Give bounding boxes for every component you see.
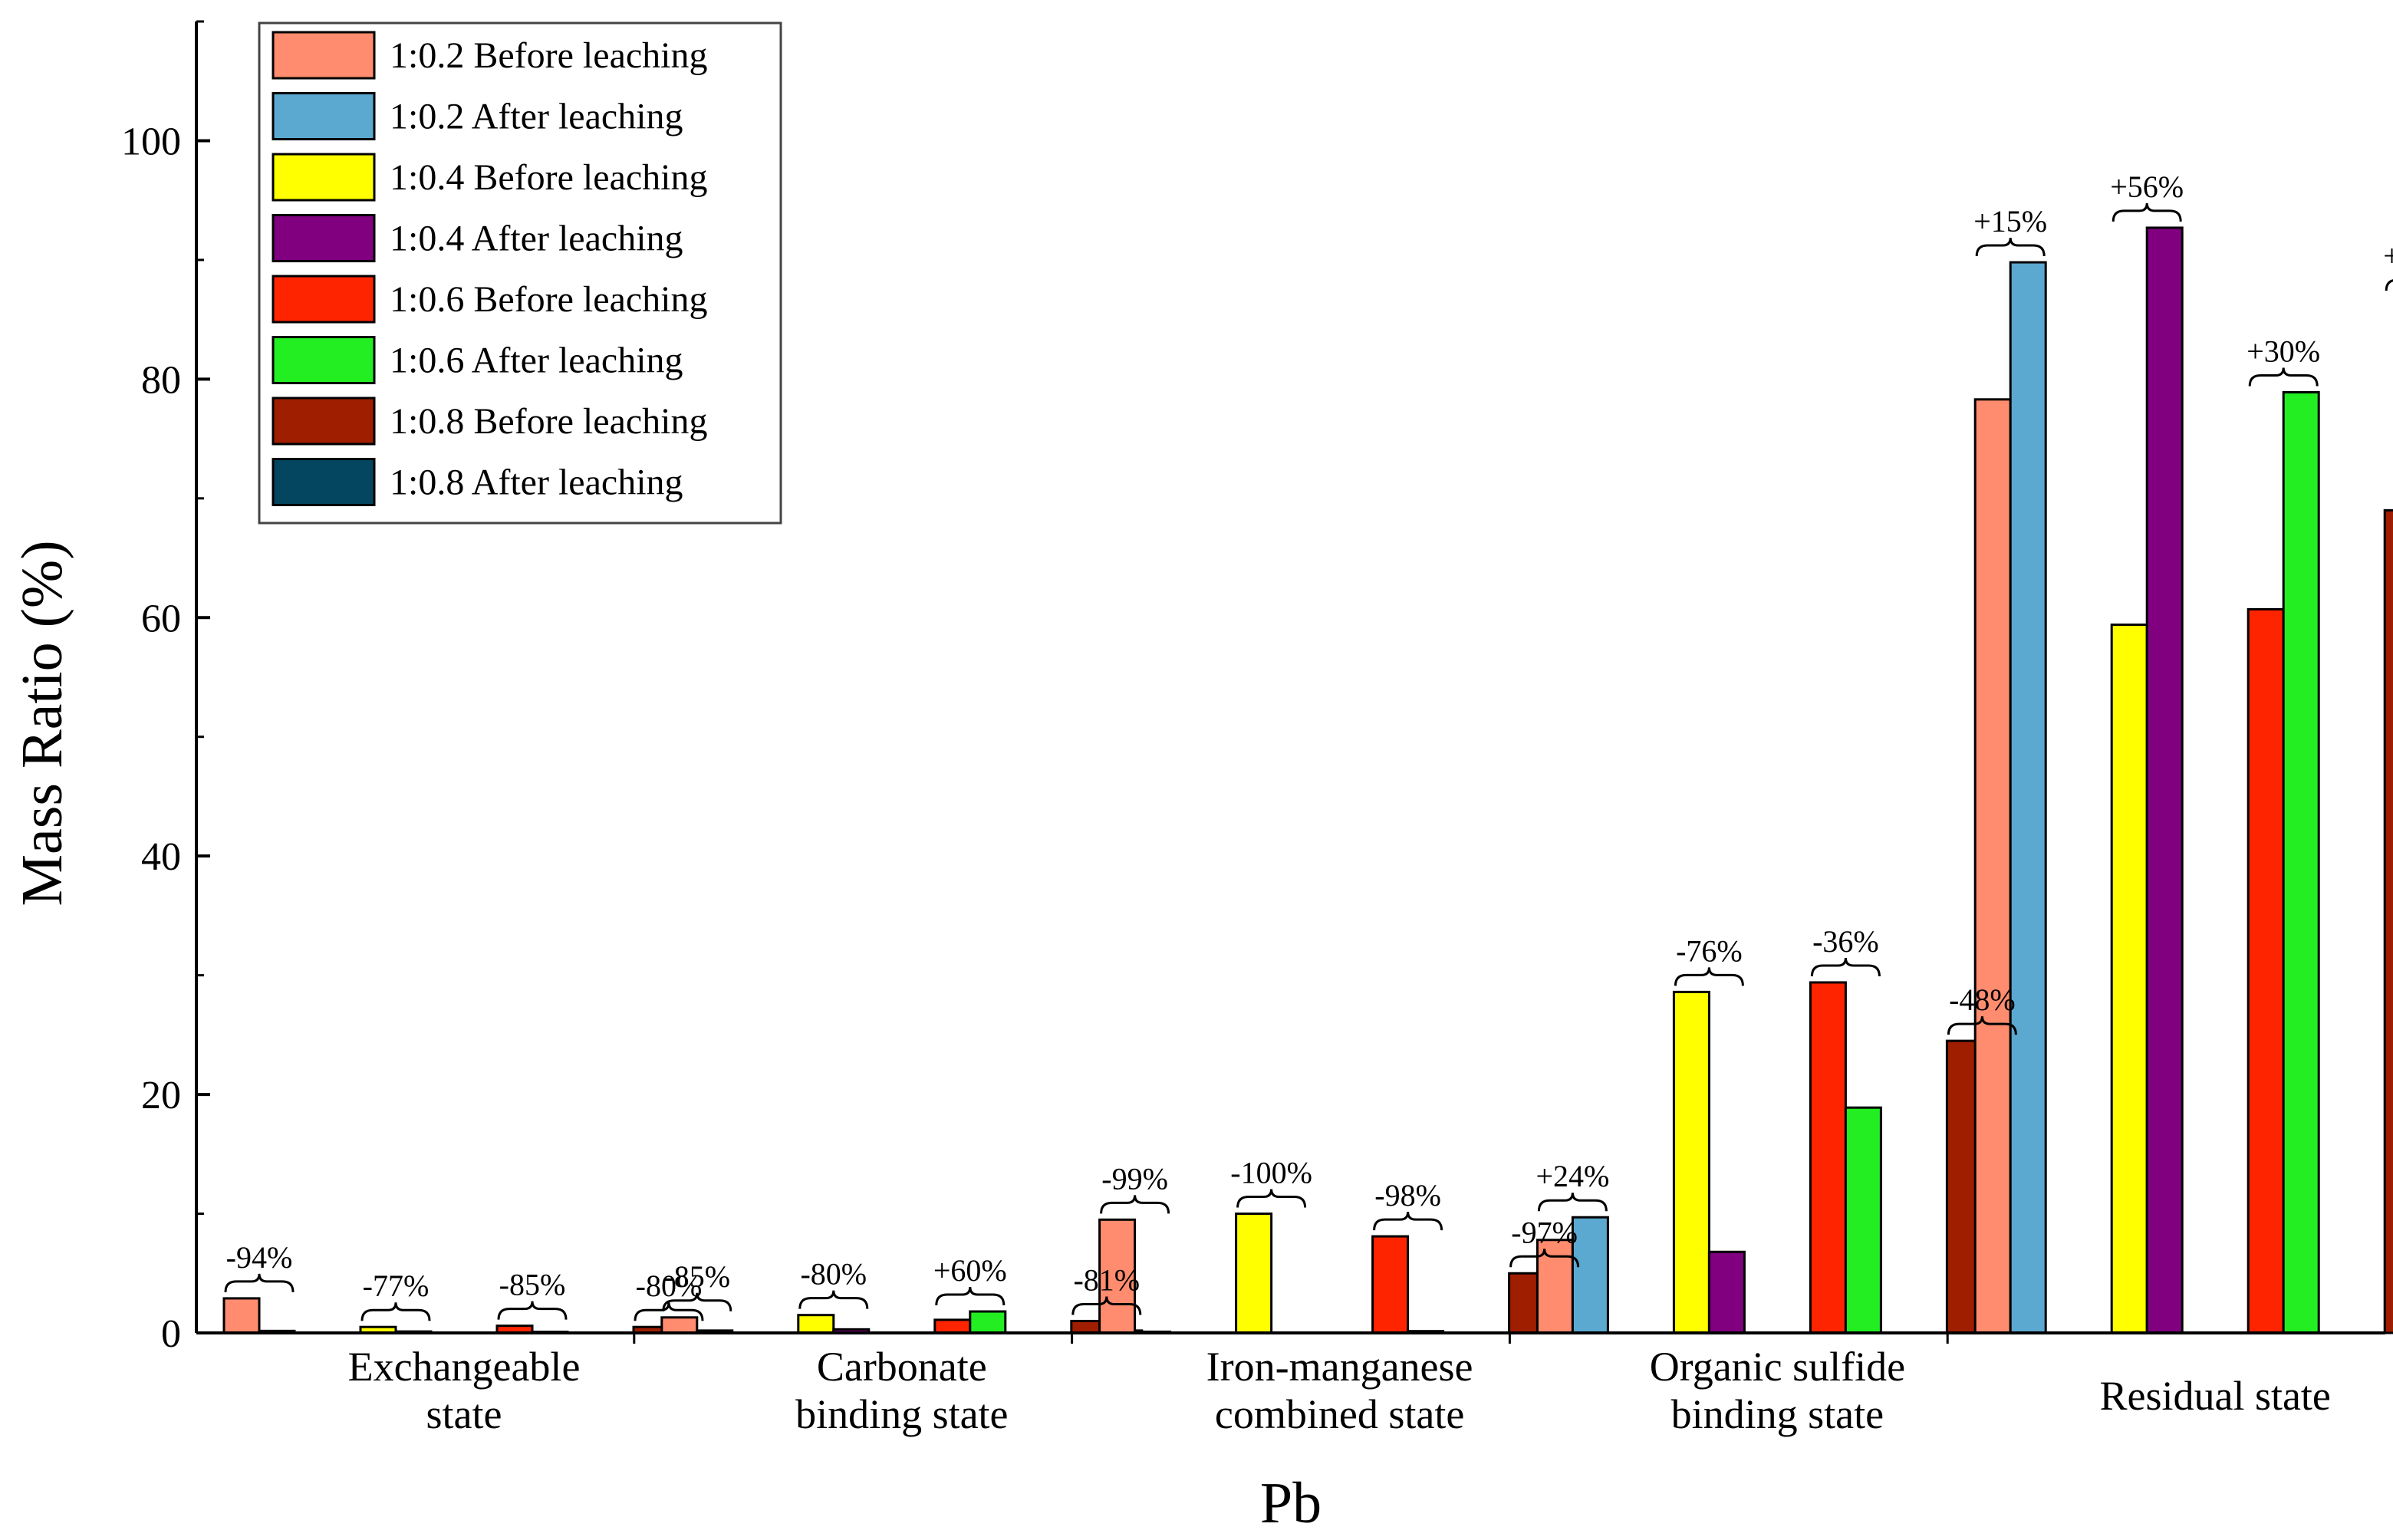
x-tick-label: Organic sulfide binding state — [1650, 1344, 1905, 1437]
legend: 1:0.2 Before leaching 1:0.2 After leachin… — [258, 21, 782, 525]
annotation-brace — [497, 1301, 568, 1320]
bar-2-series-3 — [797, 1314, 835, 1334]
bar-4-series-6 — [1844, 1106, 1882, 1334]
bar-2-series-5 — [933, 1318, 972, 1334]
annotation-brace — [798, 1290, 869, 1309]
annotation-label: +30% — [2247, 334, 2320, 368]
legend-swatch — [272, 336, 376, 384]
annotation-label: -94% — [226, 1240, 293, 1275]
annotation-brace — [1236, 1189, 1307, 1208]
bar-5-series-3 — [2110, 624, 2148, 1334]
x-tick-label: Residual state — [2099, 1373, 2330, 1419]
legend-label: 1:0.4 After leaching — [390, 219, 683, 259]
y-tick-label: 0 — [161, 1312, 181, 1356]
annotation-label: -98% — [1374, 1178, 1441, 1213]
annotation-label: -48% — [1949, 982, 2016, 1017]
x-tick-label: Iron-manganese combined state — [1206, 1344, 1473, 1437]
bar-5-series-6 — [2282, 390, 2320, 1334]
y-axis-title: Mass Ratio (%) — [10, 540, 74, 906]
legend-swatch — [272, 92, 376, 140]
annotation-brace — [224, 1273, 295, 1292]
bar-5-series-4 — [2145, 226, 2184, 1334]
legend-label: 1:0.2 Before leaching — [390, 35, 708, 76]
legend-label: 1:0.8 Before leaching — [390, 401, 708, 442]
bar-5-series-2 — [2009, 261, 2047, 1334]
bar-2-series-1 — [660, 1316, 699, 1334]
annotation-label: +24% — [1536, 1159, 1609, 1193]
legend-swatch — [272, 458, 376, 506]
annotation-label: -36% — [1812, 924, 1879, 959]
bar-4-series-5 — [1809, 981, 1847, 1334]
annotation-brace — [1373, 1211, 1443, 1231]
y-tick-label: 20 — [141, 1074, 181, 1117]
annotation-label: -76% — [1676, 933, 1743, 968]
annotation-label: -85% — [663, 1259, 730, 1294]
bar-3-series-1 — [1098, 1218, 1137, 1334]
bar-4-series-4 — [1707, 1250, 1746, 1334]
annotation-label: -85% — [499, 1268, 566, 1302]
bar-1-series-1 — [222, 1297, 261, 1334]
bar-3-series-5 — [1371, 1235, 1410, 1334]
legend-swatch — [272, 397, 376, 446]
x-tick-label: Exchangeable state — [348, 1344, 581, 1437]
legend-swatch — [272, 153, 376, 202]
x-axis-title: Pb — [1260, 1471, 1322, 1535]
legend-label: 1:0.8 After leaching — [390, 462, 683, 503]
y-tick-label: 60 — [141, 597, 181, 640]
axes-layer: Exchangeable state Carbonate binding state I… — [121, 20, 2385, 1437]
annotation-brace — [1674, 967, 1744, 986]
bar-4-series-2 — [1571, 1216, 1609, 1334]
annotation-brace — [1100, 1195, 1170, 1214]
bar-5-series-5 — [2247, 607, 2285, 1334]
bar-5-series-7 — [2383, 508, 2393, 1334]
annotation-label: -81% — [1073, 1262, 1140, 1297]
annotation-label: -100% — [1230, 1156, 1312, 1190]
annotation-label: +15% — [1973, 204, 2047, 239]
y-tick-label: 80 — [141, 358, 181, 402]
bars-layer — [222, 226, 2393, 1334]
annotation-brace — [1537, 1193, 1608, 1212]
annotation-label: +56% — [2110, 169, 2184, 204]
annotation-label: -80% — [636, 1269, 703, 1303]
legend-label: 1:0.6 Before leaching — [390, 279, 708, 320]
legend-label: 1:0.2 After leaching — [390, 97, 683, 137]
legend-label: 1:0.4 Before leaching — [390, 157, 708, 198]
annotation-brace — [1810, 957, 1881, 977]
legend-swatch — [272, 31, 376, 80]
annotation-brace — [360, 1302, 431, 1321]
y-tick-label: 40 — [141, 835, 181, 879]
legend-label: 1:0.6 After leaching — [390, 341, 683, 381]
legend-swatch — [272, 214, 376, 262]
bar-5-series-1 — [1973, 398, 2012, 1334]
annotations-layer: -94%-77% -85% -80%-85% -80% +60% -81%-99% -100… — [224, 169, 2393, 1321]
annotation-label: -99% — [1101, 1161, 1168, 1196]
bar-4-series-3 — [1672, 990, 1710, 1334]
annotation-label: -77% — [363, 1269, 430, 1303]
bar-3-series-3 — [1235, 1213, 1273, 1334]
y-tick-label: 100 — [121, 120, 181, 163]
annotation-label: -97% — [1511, 1215, 1578, 1249]
legend-swatch — [272, 275, 376, 324]
annotation-label: +60% — [933, 1253, 1007, 1288]
annotation-label: +26% — [2383, 239, 2393, 273]
annotation-brace — [2385, 279, 2393, 291]
bar-2-series-6 — [969, 1310, 1007, 1334]
annotation-brace — [1975, 237, 2046, 257]
annotation-brace — [2112, 202, 2182, 222]
annotation-brace — [2248, 367, 2319, 387]
annotation-brace — [1947, 1016, 2017, 1035]
annotation-brace — [935, 1286, 1006, 1306]
x-tick-label: Carbonate binding state — [795, 1344, 1008, 1437]
annotation-label: -80% — [800, 1257, 867, 1292]
